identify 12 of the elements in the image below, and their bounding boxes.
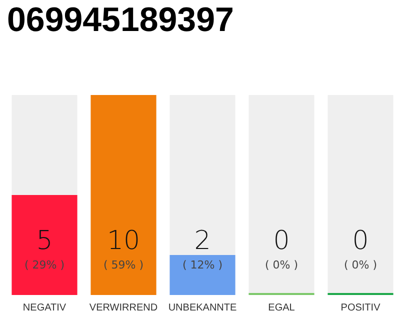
data-label: 5 ( 29% )	[24, 226, 65, 272]
x-tick-label: POSITIV	[340, 302, 381, 314]
data-label: 2 ( 12% )	[182, 226, 223, 272]
x-tick-label: EGAL	[268, 302, 296, 314]
chart-title: 069945189397	[7, 1, 234, 39]
x-tick-label: UNBEKANNTE	[168, 302, 237, 314]
data-label: 0 ( 0% )	[264, 226, 298, 272]
x-tick-label: VERWIRREND	[89, 302, 158, 314]
data-label: 0 ( 0% )	[344, 226, 378, 272]
bar	[170, 255, 236, 295]
x-tick-label: NEGATIV	[22, 302, 66, 314]
data-label: 10 ( 59% )	[103, 226, 144, 272]
